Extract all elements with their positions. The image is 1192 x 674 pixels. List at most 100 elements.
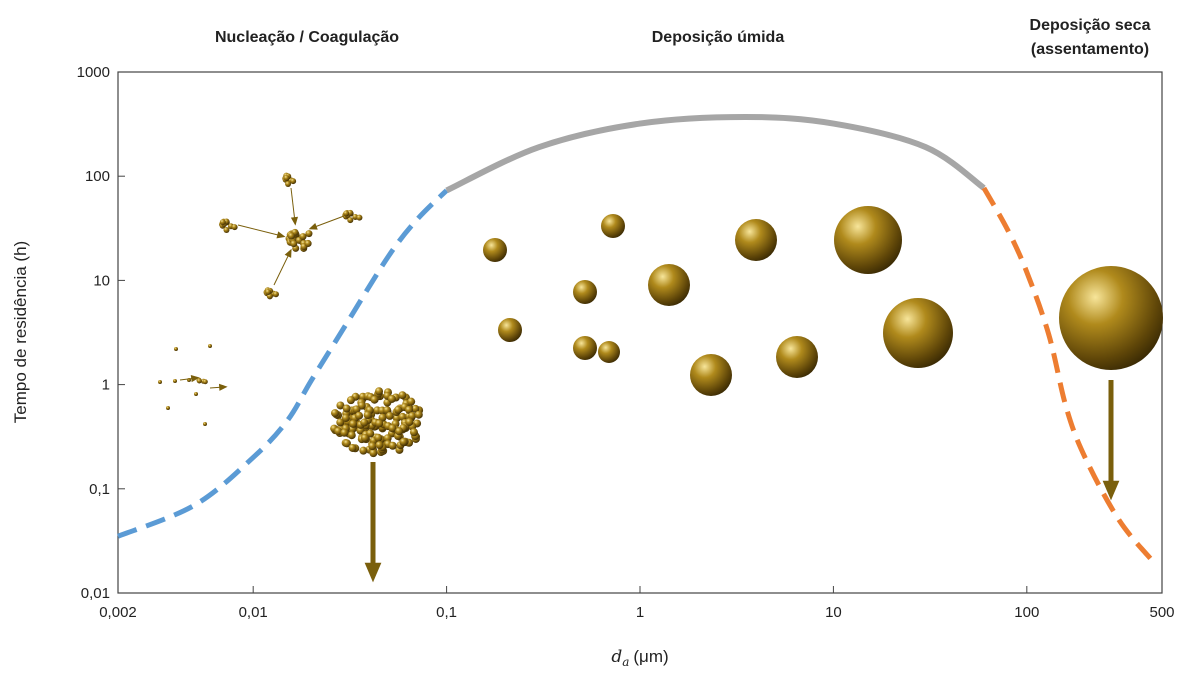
particle bbox=[194, 392, 198, 396]
x-axis-label: da (μm) bbox=[611, 647, 668, 669]
particle bbox=[601, 214, 625, 238]
particle bbox=[348, 431, 356, 439]
y-tick-label: 0,1 bbox=[89, 481, 110, 498]
arrow-shaft bbox=[291, 188, 295, 222]
particle bbox=[197, 378, 202, 383]
particle bbox=[361, 434, 369, 442]
particle bbox=[690, 354, 732, 396]
particle bbox=[343, 405, 351, 413]
particle bbox=[174, 347, 178, 351]
particle bbox=[232, 224, 238, 230]
series-line bbox=[447, 117, 984, 190]
particle bbox=[394, 406, 402, 414]
particle bbox=[407, 398, 415, 406]
particle bbox=[395, 427, 403, 435]
y-tick-label: 100 bbox=[85, 168, 110, 185]
x-tick-label: 500 bbox=[1149, 604, 1174, 621]
particle bbox=[158, 380, 162, 384]
x-label-symbol: d bbox=[611, 647, 622, 667]
x-tick-label: 1 bbox=[636, 604, 644, 621]
particle bbox=[300, 233, 307, 240]
particle bbox=[223, 227, 229, 233]
particle bbox=[389, 442, 397, 450]
particle bbox=[349, 420, 357, 428]
particle bbox=[834, 206, 902, 274]
x-label-subscript: a bbox=[622, 655, 629, 669]
x-tick-label: 100 bbox=[1014, 604, 1039, 621]
particle bbox=[398, 391, 406, 399]
particle bbox=[331, 409, 339, 417]
y-tick-label: 1 bbox=[102, 377, 110, 394]
arrow-head bbox=[219, 384, 228, 391]
particle bbox=[388, 395, 396, 403]
particle bbox=[386, 412, 394, 420]
particle bbox=[220, 219, 226, 225]
x-tick-label: 0,01 bbox=[239, 604, 268, 621]
particle bbox=[374, 434, 382, 442]
particle bbox=[208, 344, 212, 348]
particle bbox=[369, 449, 377, 457]
particle bbox=[342, 414, 350, 422]
particle bbox=[735, 219, 777, 261]
particle bbox=[648, 264, 690, 306]
particle bbox=[290, 178, 296, 184]
annotation: Deposição úmida bbox=[652, 29, 785, 46]
particle bbox=[483, 238, 507, 262]
arrow-shaft bbox=[312, 216, 344, 228]
arrow-head bbox=[309, 223, 318, 230]
particle bbox=[355, 412, 363, 420]
particle bbox=[573, 336, 597, 360]
particle bbox=[288, 232, 295, 239]
particle bbox=[405, 418, 413, 426]
arrow-shaft bbox=[274, 252, 290, 285]
particle bbox=[265, 289, 271, 295]
particle bbox=[356, 215, 362, 221]
particle bbox=[360, 419, 368, 427]
x-tick-label: 10 bbox=[825, 604, 842, 621]
series-line bbox=[118, 190, 447, 536]
chart: Nucleação / Coagulação Deposição úmida D… bbox=[0, 0, 1192, 669]
particle bbox=[290, 240, 297, 247]
particle bbox=[498, 318, 522, 342]
annotation: (assentamento) bbox=[1031, 41, 1149, 58]
particle bbox=[340, 429, 348, 437]
particle bbox=[203, 422, 207, 426]
particle bbox=[573, 280, 597, 304]
arrow-head bbox=[291, 217, 298, 226]
particle bbox=[375, 387, 383, 395]
particle bbox=[364, 411, 372, 419]
particle bbox=[375, 420, 383, 428]
arrow-shaft bbox=[238, 225, 282, 236]
y-axis-label: Tempo de residência (h) bbox=[11, 241, 30, 423]
particle bbox=[347, 217, 353, 223]
particle bbox=[371, 396, 379, 404]
particle bbox=[305, 230, 312, 237]
plot-frame bbox=[118, 72, 1162, 593]
particle bbox=[203, 379, 208, 384]
particle bbox=[598, 341, 620, 363]
particle bbox=[359, 447, 367, 455]
y-tick-label: 0,01 bbox=[81, 585, 110, 602]
y-tick-label: 1000 bbox=[77, 64, 110, 81]
annotation: Deposição seca bbox=[1030, 17, 1151, 34]
arrow-head bbox=[365, 563, 382, 583]
particle bbox=[415, 411, 423, 419]
x-tick-label: 0,1 bbox=[436, 604, 457, 621]
y-tick-label: 10 bbox=[93, 272, 110, 289]
particle bbox=[285, 181, 291, 187]
particle bbox=[173, 379, 177, 383]
particle bbox=[347, 396, 355, 404]
particle bbox=[410, 428, 418, 436]
particle bbox=[375, 441, 383, 449]
illustrations bbox=[158, 173, 1163, 583]
particle bbox=[368, 442, 376, 450]
series-line bbox=[984, 188, 1153, 562]
x-label-unit: (μm) bbox=[633, 647, 668, 666]
particle bbox=[349, 444, 357, 452]
particle bbox=[1059, 266, 1163, 370]
particle bbox=[343, 210, 349, 216]
particle bbox=[305, 240, 312, 247]
arrow-head bbox=[276, 231, 285, 238]
particle bbox=[400, 438, 408, 446]
particle bbox=[776, 336, 818, 378]
